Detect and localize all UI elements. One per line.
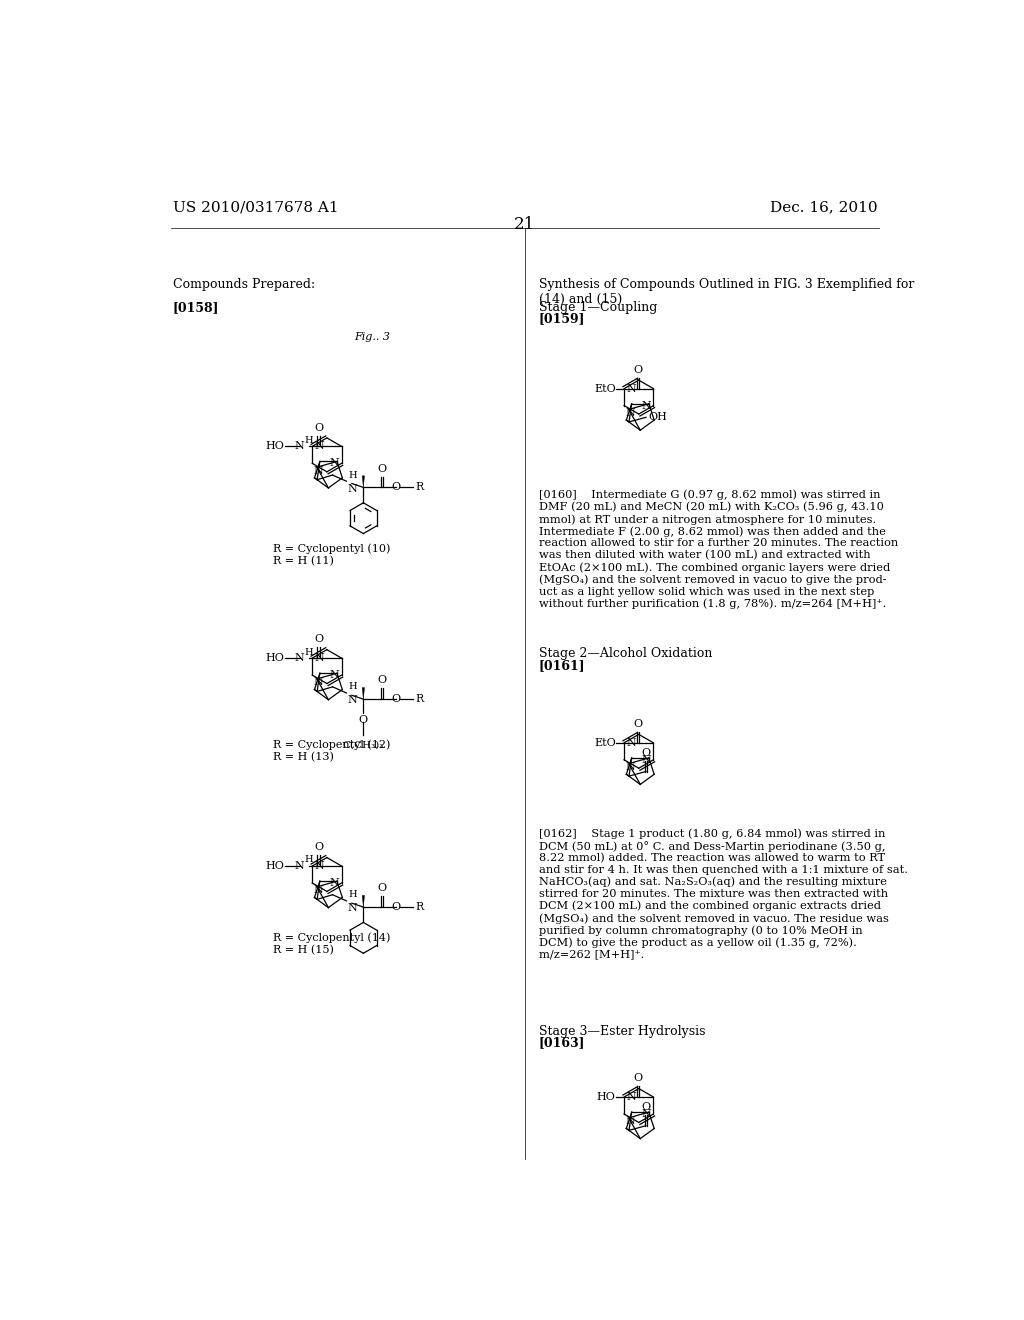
Text: EtO: EtO [594,384,615,393]
Text: R = Cyclopentyl (14)
R = H (15): R = Cyclopentyl (14) R = H (15) [273,932,390,954]
Text: R: R [415,482,423,492]
Text: N: N [347,483,357,494]
Text: N: N [627,1092,636,1102]
Text: N: N [330,671,339,680]
Text: O: O [634,1073,643,1084]
Text: O: O [314,635,323,644]
Text: N: N [313,677,324,688]
Text: N: N [347,696,357,705]
Text: N: N [314,653,325,663]
Text: N: N [626,408,635,418]
Text: N: N [641,755,651,764]
Text: [0160]    Intermediate G (0.97 g, 8.62 mmol) was stirred in
DMF (20 mL) and MeCN: [0160] Intermediate G (0.97 g, 8.62 mmol… [539,490,898,609]
Text: H: H [348,890,356,899]
Text: O: O [391,902,400,912]
Text: O: O [314,422,323,433]
Text: H: H [348,682,356,692]
Text: O: O [634,364,643,375]
Text: [0162]    Stage 1 product (1.80 g, 6.84 mmol) was stirred in
DCM (50 mL) at 0° C: [0162] Stage 1 product (1.80 g, 6.84 mmo… [539,829,907,960]
Text: N: N [294,441,304,451]
Text: H: H [348,471,356,479]
Text: O: O [641,1102,650,1111]
Text: [0158]: [0158] [173,301,219,314]
Text: H: H [304,436,312,445]
Text: HO: HO [265,653,285,663]
Text: R: R [415,694,423,704]
Text: N: N [294,861,304,871]
Text: Stage 1—Coupling: Stage 1—Coupling [539,301,657,314]
Text: Dec. 16, 2010: Dec. 16, 2010 [770,201,878,215]
Text: R = Cyclopentyl (12)
R = H (13): R = Cyclopentyl (12) R = H (13) [273,739,390,762]
Text: N: N [641,400,651,411]
Text: O: O [358,715,368,725]
Text: H: H [304,855,312,865]
Text: N: N [627,738,636,748]
Text: O: O [377,883,386,894]
Text: O: O [377,463,386,474]
Text: N: N [314,441,325,451]
Text: N: N [626,762,635,772]
Text: Stage 2—Alcohol Oxidation: Stage 2—Alcohol Oxidation [539,647,712,660]
Text: N: N [313,466,324,475]
Text: EtO: EtO [594,738,615,748]
Text: Synthesis of Compounds Outlined in FIG. 3 Exemplified for
(14) and (15): Synthesis of Compounds Outlined in FIG. … [539,277,914,306]
Text: [0163]: [0163] [539,1036,585,1049]
Text: H: H [304,648,312,656]
Text: N: N [313,886,324,895]
Text: [0159]: [0159] [539,313,585,326]
Text: O: O [377,676,386,685]
Text: Fig.. 3: Fig.. 3 [354,331,390,342]
Text: O: O [634,719,643,729]
Text: O: O [391,482,400,492]
Text: N: N [627,384,636,393]
Text: R = Cyclopentyl (10)
R = H (11): R = Cyclopentyl (10) R = H (11) [273,544,390,566]
Text: C(CH₃)₃: C(CH₃)₃ [343,741,384,750]
Polygon shape [362,688,365,700]
Text: N: N [294,653,304,663]
Text: HO: HO [265,861,285,871]
Text: OH: OH [648,412,667,422]
Text: N: N [626,1117,635,1126]
Text: 21: 21 [514,216,536,234]
Text: N: N [314,861,325,871]
Polygon shape [362,895,365,907]
Text: US 2010/0317678 A1: US 2010/0317678 A1 [173,201,339,215]
Text: Compounds Prepared:: Compounds Prepared: [173,277,315,290]
Text: N: N [330,878,339,888]
Text: Stage 3—Ester Hydrolysis: Stage 3—Ester Hydrolysis [539,1024,706,1038]
Text: O: O [641,747,650,758]
Text: N: N [330,458,339,469]
Text: N: N [347,903,357,913]
Text: O: O [391,694,400,704]
Polygon shape [362,475,365,487]
Text: N: N [641,1109,651,1119]
Text: [0161]: [0161] [539,659,586,672]
Text: O: O [314,842,323,853]
Text: R: R [415,902,423,912]
Text: HO: HO [597,1092,615,1102]
Text: HO: HO [265,441,285,451]
